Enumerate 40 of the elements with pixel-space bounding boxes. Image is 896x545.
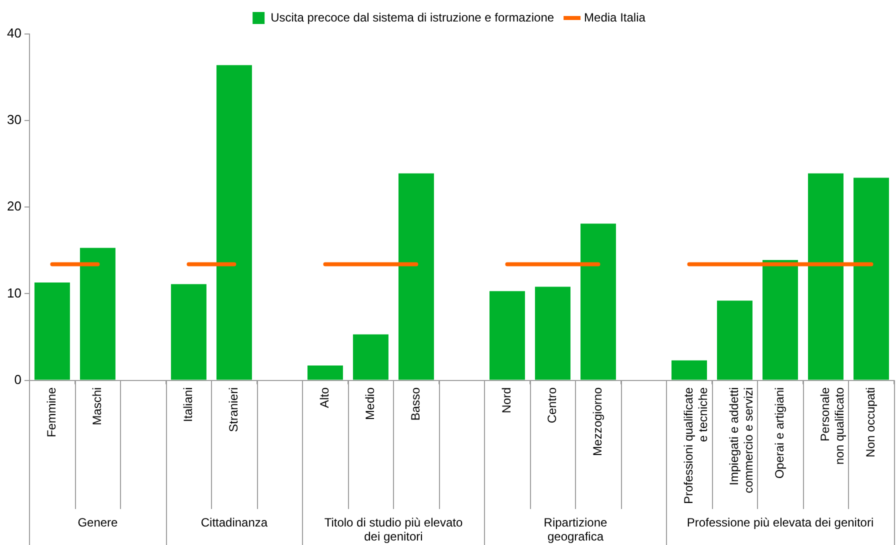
bar xyxy=(216,65,252,380)
bar xyxy=(762,260,798,380)
legend-label: Media Italia xyxy=(584,10,646,24)
bar xyxy=(352,334,388,380)
text: Genere xyxy=(78,515,118,530)
text: Cittadinanza xyxy=(200,515,268,530)
x-tick-label: Stranieri xyxy=(226,387,241,432)
x-tick-label: Non occupati xyxy=(864,387,878,458)
bar xyxy=(170,284,206,380)
x-tick-label: Alto xyxy=(318,386,332,408)
x-tick-label: Basso xyxy=(408,386,423,421)
x-tick-label: Maschi xyxy=(90,387,104,426)
bar xyxy=(671,360,707,380)
x-tick-label: Mezzogiorno xyxy=(590,386,605,456)
bar xyxy=(580,224,616,380)
text: Professione più elevata dei genitori xyxy=(686,515,874,530)
text: Ripartizione geografica xyxy=(544,515,608,544)
y-tick-label: 30 xyxy=(6,112,22,128)
x-tick-label: Professioni qualificate e tecniche xyxy=(682,386,710,504)
bar xyxy=(534,286,570,380)
x-tick-label: Operai e artigiani xyxy=(772,387,787,479)
bar xyxy=(398,173,434,380)
x-tick-label: Femmine xyxy=(44,386,59,438)
text: Titolo di studio più elevato dei genitori xyxy=(324,515,463,544)
bar xyxy=(854,178,889,380)
y-tick-label: 10 xyxy=(6,285,22,300)
bar xyxy=(80,248,116,380)
x-tick-label: Nord xyxy=(500,387,514,414)
y-tick-label: 40 xyxy=(6,26,22,41)
bar xyxy=(808,173,844,380)
x-tick-label: Centro xyxy=(545,386,560,424)
bar xyxy=(34,282,70,380)
y-tick-label: 20 xyxy=(6,198,22,214)
x-tick-label: Medio xyxy=(363,386,378,420)
bar xyxy=(716,300,752,380)
y-tick-label: 0 xyxy=(14,372,22,387)
bar xyxy=(307,366,343,380)
bar xyxy=(489,291,525,380)
x-tick-label: Italiani xyxy=(181,387,196,422)
legend-label: Uscita precoce dal sistema di istruzione e formazione xyxy=(270,10,554,24)
